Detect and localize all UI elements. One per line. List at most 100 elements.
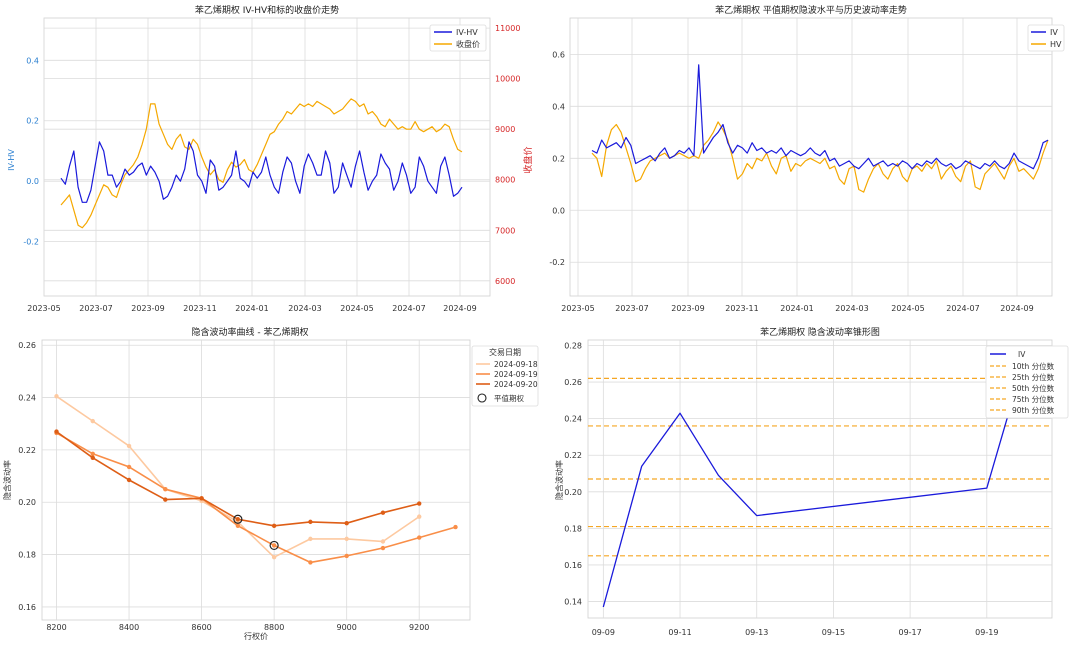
smile-point — [54, 394, 59, 399]
y-tick-label: 0.0 — [552, 206, 565, 215]
smile-point — [90, 451, 95, 457]
legend-label: 2024-09-20 — [494, 380, 538, 389]
atm-marker — [233, 514, 243, 524]
legend-label: 平值期权 — [494, 393, 524, 403]
y-tick-label: 0.22 — [18, 446, 36, 455]
x-tick-label: 09-15 — [822, 628, 845, 637]
legend-label: 75th 分位数 — [1012, 394, 1055, 404]
y-tick-label: 0.20 — [18, 498, 36, 507]
plot-frame — [43, 17, 491, 297]
y-axis-label: 隐含波动率 — [2, 460, 12, 500]
y-tick-label: 0.4 — [552, 102, 565, 111]
legend-label: 收盘价 — [456, 39, 480, 49]
y-tick-label: 0.0 — [26, 177, 39, 186]
chart-title: 苯乙烯期权 隐含波动率锥形图 — [760, 326, 880, 338]
legend-atm-marker — [477, 393, 487, 403]
x-tick-label: 09-13 — [745, 628, 768, 637]
smile-point — [308, 519, 313, 525]
x-tick-label: 2023-05 — [561, 304, 594, 313]
x-tick-label: 2024-01 — [780, 304, 813, 313]
x-axis-label: 行权价 — [244, 631, 268, 641]
smile-point — [126, 477, 132, 483]
legend-label: IV — [1018, 350, 1026, 359]
x-tick-label: 2024-09 — [1000, 304, 1033, 313]
smile-point — [417, 514, 422, 519]
y2-tick-label: 6000 — [495, 277, 515, 286]
y2-tick-label: 9000 — [495, 125, 515, 134]
legend-label: 25th 分位数 — [1012, 372, 1055, 382]
y2-tick-label: 10000 — [495, 75, 520, 84]
x-tick-label: 2024-01 — [235, 304, 268, 313]
smile-point — [271, 554, 277, 560]
legend-title: 交易日期 — [489, 347, 521, 357]
x-tick-label: 2024-03 — [835, 304, 868, 313]
smile-point — [308, 536, 313, 542]
x-tick-label: 8800 — [264, 623, 284, 632]
y2-axis-label: 收盘价 — [522, 146, 534, 173]
smile-point — [235, 523, 241, 528]
smile-point — [235, 517, 241, 522]
y-tick-label: 0.16 — [564, 561, 582, 570]
legend-label: 10th 分位数 — [1012, 361, 1055, 371]
smile-line-2024-09-19 — [56, 432, 456, 564]
y-tick-label: 0.28 — [564, 341, 582, 350]
smile-point — [54, 429, 59, 434]
legend-label: IV — [1050, 28, 1058, 37]
y-tick-label: 0.20 — [564, 488, 582, 497]
smile-point — [344, 520, 349, 526]
y-tick-label: -0.2 — [23, 238, 39, 247]
iv-hv-line — [60, 141, 463, 203]
smile-point — [344, 553, 349, 559]
y-tick-label: 0.18 — [18, 551, 36, 560]
y-tick-label: 0.14 — [564, 598, 582, 607]
x-tick-label: 2024-09 — [443, 304, 476, 313]
smile-point — [199, 496, 204, 501]
y-tick-label: 0.4 — [26, 56, 39, 65]
x-tick-label: 2023-09 — [131, 304, 164, 313]
legend-label: 90th 分位数 — [1012, 405, 1055, 415]
y-tick-label: 0.18 — [564, 524, 582, 533]
smile-point — [163, 486, 168, 492]
legend-label: HV — [1050, 40, 1062, 49]
x-tick-label: 9200 — [409, 623, 429, 632]
y-tick-label: 0.22 — [564, 451, 582, 460]
smile-point — [380, 510, 386, 515]
close-price-line — [60, 98, 463, 229]
y-tick-label: 0.26 — [564, 378, 582, 387]
y-axis-label: IV-HV — [7, 149, 16, 171]
smile-point — [163, 497, 168, 502]
smile-line-2024-09-20 — [56, 430, 420, 527]
plot-frame — [41, 339, 471, 621]
x-tick-label: 2024-07 — [392, 304, 425, 313]
x-tick-label: 2024-03 — [288, 304, 321, 313]
smile-point — [417, 535, 422, 540]
y-tick-label: -0.2 — [549, 258, 565, 267]
x-tick-label: 8600 — [191, 623, 211, 632]
y-tick-label: 0.16 — [18, 603, 36, 612]
y-tick-label: 0.2 — [552, 154, 565, 163]
x-tick-label: 8400 — [119, 623, 139, 632]
smile-line-2024-09-18 — [56, 395, 420, 559]
x-tick-label: 8200 — [46, 623, 66, 632]
x-tick-label: 09-17 — [898, 628, 921, 637]
legend-box — [471, 345, 539, 407]
x-tick-label: 09-11 — [668, 628, 691, 637]
smile-point — [126, 464, 132, 470]
x-tick-label: 2024-05 — [340, 304, 373, 313]
x-tick-label: 2024-05 — [891, 304, 924, 313]
x-tick-label: 2023-09 — [671, 304, 704, 313]
x-tick-label: 9000 — [336, 623, 356, 632]
smile-point — [380, 545, 386, 551]
iv-cone-line — [602, 356, 1026, 608]
smile-point — [271, 543, 277, 548]
y-axis-label: 隐含波动率 — [554, 460, 564, 500]
y-tick-label: 0.6 — [552, 50, 565, 59]
legend-label: 2024-09-19 — [494, 370, 538, 379]
x-tick-label: 09-19 — [975, 628, 998, 637]
y-tick-label: 0.2 — [26, 117, 39, 126]
x-tick-label: 2023-07 — [79, 304, 112, 313]
smile-point — [90, 418, 95, 424]
smile-point — [90, 455, 95, 460]
